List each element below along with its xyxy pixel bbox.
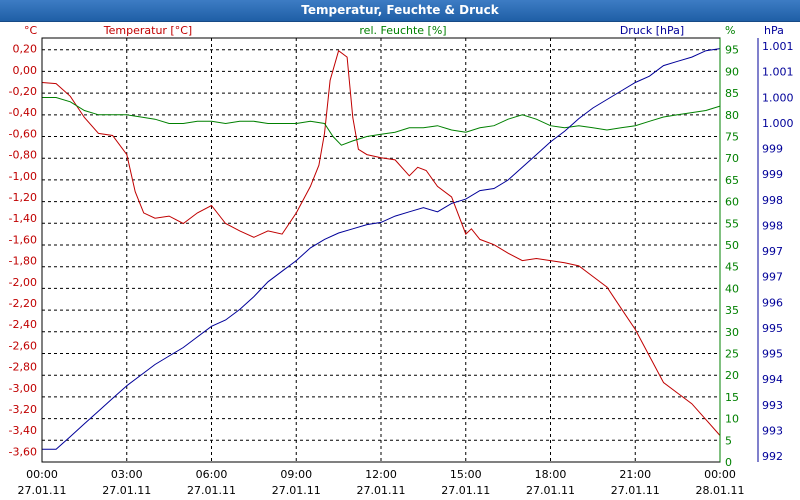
pressure-tick-label: 997 (762, 245, 783, 258)
x-tick-date-label: 27.01.11 (272, 484, 321, 497)
pressure-tick-label: 995 (762, 322, 783, 335)
x-tick-time-label: 09:00 (280, 468, 312, 481)
pressure-tick-label: 993 (762, 399, 783, 412)
x-tick-time-label: 21:00 (619, 468, 651, 481)
temperature-tick-label: -2,40 (9, 318, 37, 331)
temperature-tick-label: -3,60 (9, 445, 37, 458)
humidity-tick-label: 85 (725, 87, 739, 100)
x-tick-time-label: 00:00 (704, 468, 736, 481)
humidity-tick-label: 10 (725, 413, 739, 426)
temperature-tick-label: 0,20 (13, 43, 38, 56)
humidity-tick-label: 75 (725, 131, 739, 144)
humidity-tick-label: 60 (725, 196, 739, 209)
window-title-bar: Temperatur, Feuchte & Druck (0, 0, 800, 22)
temperature-tick-label: -1,00 (9, 170, 37, 183)
temperature-tick-label: -1,80 (9, 255, 37, 268)
series-lines (41, 48, 721, 450)
humidity-tick-label: 70 (725, 152, 739, 165)
weather-line-chart: 0,20 0,00 -0,20 -0,40 -0,60 -0,80 -1,00 -1,20 -1… (9, 24, 794, 497)
humidity-tick-label: 65 (725, 174, 739, 187)
temperature-line (41, 49, 721, 436)
humidity-unit-label: % (725, 24, 735, 37)
pressure-tick-label: 996 (762, 296, 783, 309)
x-tick-time-label: 18:00 (535, 468, 567, 481)
temperature-tick-label: -3,00 (9, 382, 37, 395)
temperature-tick-label: -1,20 (9, 191, 37, 204)
pressure-tick-label: 999 (762, 168, 783, 181)
pressure-unit-label: hPa (764, 24, 784, 37)
x-tick-date-label: 27.01.11 (611, 484, 660, 497)
x-tick-time-label: 12:00 (365, 468, 397, 481)
temperature-tick-label: -0,40 (9, 106, 37, 119)
temperature-series-label: Temperatur [°C] (103, 24, 192, 37)
pressure-tick-label: 997 (762, 271, 783, 284)
axes (41, 37, 759, 463)
temperature-tick-label: -2,20 (9, 297, 37, 310)
humidity-series-label: rel. Feuchte [%] (359, 24, 446, 37)
pressure-tick-label: 1.000 (762, 91, 794, 104)
x-tick-time-label: 00:00 (26, 468, 58, 481)
axis-labels: 0,20 0,00 -0,20 -0,40 -0,60 -0,80 -1,00 -1,20 -1… (9, 24, 794, 497)
humidity-tick-label: 15 (725, 391, 739, 404)
pressure-tick-label: 1.001 (762, 66, 794, 79)
humidity-tick-label: 95 (725, 44, 739, 57)
pressure-tick-label: 999 (762, 143, 783, 156)
pressure-series-label: Druck [hPa] (620, 24, 684, 37)
x-tick-time-label: 03:00 (111, 468, 143, 481)
pressure-tick-label: 995 (762, 348, 783, 361)
x-tick-date-label: 27.01.11 (102, 484, 151, 497)
humidity-tick-label: 90 (725, 65, 739, 78)
pressure-tick-label: 993 (762, 424, 783, 437)
x-tick-date-label: 27.01.11 (18, 484, 67, 497)
temperature-tick-label: -0,60 (9, 127, 37, 140)
humidity-tick-label: 50 (725, 239, 739, 252)
temperature-tick-label: -1,40 (9, 212, 37, 225)
humidity-tick-label: 55 (725, 217, 739, 230)
temperature-tick-label: -3,40 (9, 424, 37, 437)
x-tick-date-label: 27.01.11 (526, 484, 575, 497)
temperature-tick-label: -0,80 (9, 149, 37, 162)
pressure-tick-label: 1.000 (762, 117, 794, 130)
x-tick-date-label: 27.01.11 (187, 484, 236, 497)
window-title: Temperatur, Feuchte & Druck (301, 3, 499, 17)
temperature-tick-label: -0,20 (9, 85, 37, 98)
humidity-tick-label: 40 (725, 282, 739, 295)
humidity-tick-label: 5 (725, 434, 732, 447)
humidity-line (42, 97, 721, 146)
x-tick-time-label: 06:00 (196, 468, 228, 481)
pressure-tick-label: 998 (762, 194, 783, 207)
temperature-tick-label: 0,00 (13, 64, 38, 77)
temperature-tick-label: -2,80 (9, 361, 37, 374)
pressure-tick-label: 1.001 (762, 40, 794, 53)
humidity-tick-label: 45 (725, 261, 739, 274)
temperature-unit-label: °C (24, 24, 38, 37)
humidity-tick-label: 20 (725, 369, 739, 382)
pressure-line (42, 48, 721, 450)
humidity-tick-label: 0 (725, 456, 732, 469)
pressure-tick-label: 992 (762, 450, 783, 463)
pressure-tick-label: 998 (762, 219, 783, 232)
pressure-tick-label: 994 (762, 373, 783, 386)
temperature-tick-label: -2,00 (9, 276, 37, 289)
x-tick-time-label: 15:00 (450, 468, 482, 481)
temperature-tick-label: -2,60 (9, 339, 37, 352)
x-tick-date-label: 28.01.11 (696, 484, 745, 497)
humidity-tick-label: 35 (725, 304, 739, 317)
humidity-tick-label: 30 (725, 326, 739, 339)
temperature-tick-label: -3,20 (9, 403, 37, 416)
humidity-tick-label: 25 (725, 348, 739, 361)
x-tick-date-label: 27.01.11 (441, 484, 490, 497)
x-tick-date-label: 27.01.11 (357, 484, 406, 497)
humidity-tick-label: 80 (725, 109, 739, 122)
temperature-tick-label: -1,60 (9, 233, 37, 246)
